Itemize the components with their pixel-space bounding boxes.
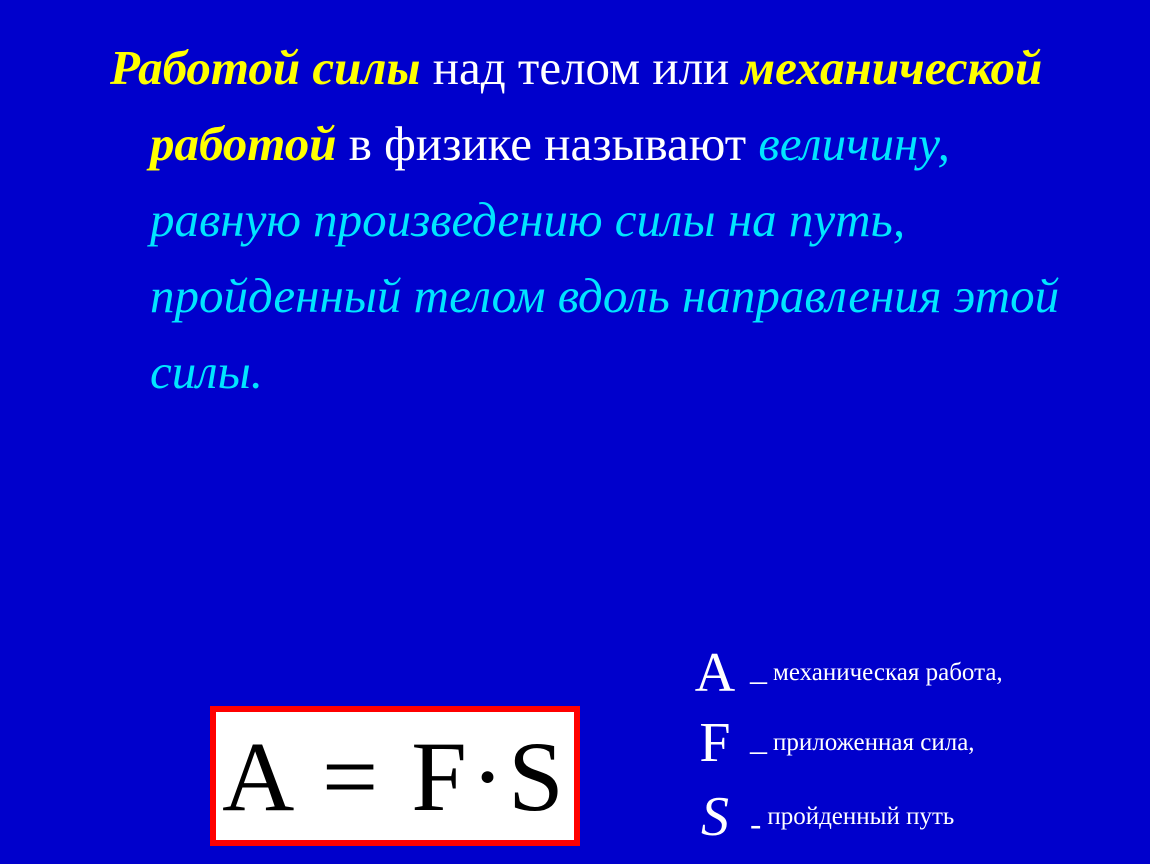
legend-desc-f: приложенная сила,: [773, 729, 975, 758]
legend-dash-f: –: [750, 732, 767, 770]
term-work-of-force: Работой силы: [110, 40, 421, 95]
legend-row-s: S - пройденный путь: [680, 785, 1100, 849]
formula-text: A = F·S: [222, 719, 568, 834]
legend-symbol-a: A: [680, 641, 750, 705]
definition-text: Работой силы над телом или механической …: [110, 30, 1080, 410]
legend-dash-a: –: [750, 662, 767, 700]
legend-row-f: F – приложенная сила,: [680, 711, 1100, 775]
legend-desc-a: механическая работа,: [773, 659, 1003, 688]
legend-dash-s: -: [750, 806, 761, 844]
formula-box: A = F·S: [210, 706, 580, 846]
legend-row-a: A – механическая работа,: [680, 641, 1100, 705]
text-frag-1: над телом или: [421, 40, 742, 95]
text-frag-2: в физике называют: [337, 116, 759, 171]
legend-symbol-f: F: [680, 711, 750, 775]
legend-symbol-s: S: [680, 785, 750, 849]
legend: A – механическая работа, F – приложенная…: [680, 641, 1100, 849]
legend-desc-s: пройденный путь: [767, 803, 954, 832]
slide: Работой силы над телом или механической …: [0, 0, 1150, 864]
